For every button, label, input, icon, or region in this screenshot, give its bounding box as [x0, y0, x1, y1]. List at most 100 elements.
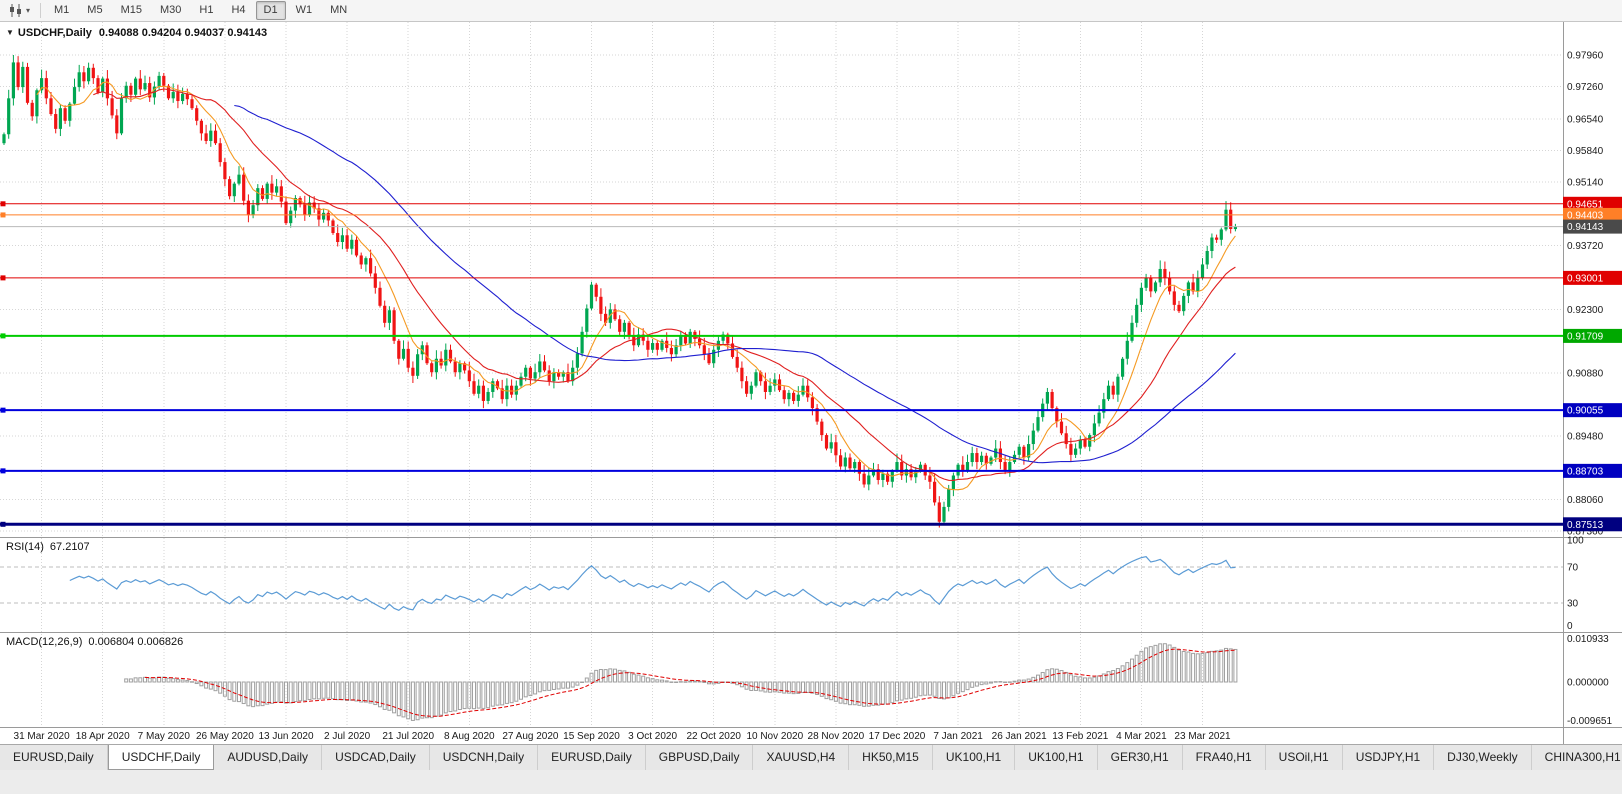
svg-text:0.90055: 0.90055 — [1567, 406, 1604, 417]
svg-text:3 Oct 2020: 3 Oct 2020 — [628, 731, 677, 742]
svg-text:0.94651: 0.94651 — [1567, 199, 1604, 210]
symbol-tab-usoil-h1[interactable]: USOil,H1 — [1265, 745, 1343, 770]
symbol-tab-fra40-h1[interactable]: FRA40,H1 — [1182, 745, 1266, 770]
svg-text:31 Mar 2020: 31 Mar 2020 — [14, 731, 71, 742]
svg-text:0: 0 — [1567, 621, 1573, 632]
symbol-tab-china300-h1[interactable]: CHINA300,H1 — [1531, 745, 1622, 770]
macd-name: MACD(12,26,9) — [6, 636, 83, 648]
macd-axis: 0.010933 0.000000 -0.009651 — [1567, 634, 1612, 727]
horizontal-lines — [0, 201, 1563, 527]
svg-text:26 May 2020: 26 May 2020 — [196, 731, 254, 742]
symbol-tab-ger30-h1[interactable]: GER30,H1 — [1097, 745, 1183, 770]
svg-text:-0.009651: -0.009651 — [1567, 716, 1612, 727]
svg-text:0.89480: 0.89480 — [1567, 431, 1604, 442]
toolbar-separator — [40, 3, 42, 18]
svg-text:27 Aug 2020: 27 Aug 2020 — [502, 731, 559, 742]
svg-text:7 Jan 2021: 7 Jan 2021 — [933, 731, 983, 742]
macd-signal-line — [144, 648, 1236, 717]
rsi-value: 67.2107 — [49, 541, 90, 553]
svg-text:30: 30 — [1567, 599, 1579, 610]
svg-text:0.90880: 0.90880 — [1567, 369, 1604, 380]
chart-type-button[interactable]: ▾ — [4, 3, 35, 18]
svg-text:0.91709: 0.91709 — [1567, 331, 1604, 342]
timeframe-button-M5[interactable]: M5 — [87, 4, 103, 16]
svg-text:18 Apr 2020: 18 Apr 2020 — [76, 731, 130, 742]
svg-text:0.000000: 0.000000 — [1567, 678, 1609, 689]
svg-text:0.94403: 0.94403 — [1567, 210, 1604, 221]
chart-background — [0, 22, 1622, 744]
svg-text:0.95840: 0.95840 — [1567, 146, 1604, 157]
svg-text:0.92300: 0.92300 — [1567, 305, 1604, 316]
svg-text:100: 100 — [1567, 536, 1584, 547]
bottom-strip — [0, 770, 1622, 794]
rsi-name: RSI(14) — [6, 541, 44, 553]
svg-text:0.95140: 0.95140 — [1567, 177, 1604, 188]
svg-text:28 Nov 2020: 28 Nov 2020 — [808, 731, 865, 742]
svg-text:8 Aug 2020: 8 Aug 2020 — [444, 731, 495, 742]
timeframe-button-MN[interactable]: MN — [330, 4, 348, 16]
price-axis: 0.97960 0.97260 0.96540 0.95840 0.95140 0.937… — [1567, 51, 1604, 538]
symbol-tab-audusd-daily[interactable]: AUDUSD,Daily — [214, 745, 323, 770]
symbol-tab-dj30-weekly[interactable]: DJ30,Weekly — [1434, 745, 1532, 770]
svg-text:10 Nov 2020: 10 Nov 2020 — [746, 731, 803, 742]
timeframe-button-M1[interactable]: M1 — [54, 4, 70, 16]
timeframe-button-H4[interactable]: H4 — [231, 4, 246, 16]
moving-average-50 — [234, 104, 1236, 464]
svg-text:4 Mar 2021: 4 Mar 2021 — [1116, 731, 1167, 742]
symbol-tab-eurusd-daily[interactable]: EURUSD,Daily — [0, 745, 108, 770]
symbol-tab-eurusd-daily[interactable]: EURUSD,Daily — [538, 745, 646, 770]
timeframe-buttons: M1 M5 M15 M30 H1 H4 D1 W1 MN — [46, 1, 355, 20]
macd-values: 0.006804 0.006826 — [88, 636, 184, 648]
svg-text:70: 70 — [1567, 563, 1579, 574]
chart-canvas[interactable]: 0.97960 0.97260 0.96540 0.95840 0.95140 0.937… — [0, 22, 1622, 744]
timeframe-button-H1[interactable]: H1 — [199, 4, 214, 16]
moving-average-8 — [36, 81, 1236, 491]
timeframe-button-W1[interactable]: W1 — [295, 4, 313, 16]
symbol-tab-gbpusd-daily[interactable]: GBPUSD,Daily — [645, 745, 754, 770]
svg-text:0.010933: 0.010933 — [1567, 634, 1609, 645]
top-toolbar: ▾ M1 M5 M15 M30 H1 H4 D1 W1 MN — [0, 0, 1622, 22]
rsi-axis: 100 70 30 0 — [1567, 536, 1584, 633]
symbol-tab-usdcnh-daily[interactable]: USDCNH,Daily — [429, 745, 539, 770]
svg-text:21 Jul 2020: 21 Jul 2020 — [382, 731, 434, 742]
pane-dividers — [0, 22, 1622, 744]
timeframe-button-D1[interactable]: D1 — [255, 1, 286, 20]
svg-text:17 Dec 2020: 17 Dec 2020 — [869, 731, 926, 742]
macd-indicator-label: MACD(12,26,9) 0.006804 0.006826 — [6, 636, 183, 648]
symbol-tab-usdchf-daily[interactable]: USDCHF,Daily — [107, 745, 215, 770]
svg-text:0.93001: 0.93001 — [1567, 273, 1604, 284]
svg-text:0.97260: 0.97260 — [1567, 82, 1604, 93]
moving-average-20 — [93, 88, 1236, 481]
symbol-tab-uk100-h1[interactable]: UK100,H1 — [1015, 745, 1098, 770]
chart-title-marker-icon: ▼ — [6, 28, 14, 37]
symbol-tab-hk50-m15[interactable]: HK50,M15 — [849, 745, 933, 770]
svg-text:0.94143: 0.94143 — [1567, 222, 1604, 233]
symbol-tabbar: EURUSD,Daily USDCHF,Daily AUDUSD,Daily USDC… — [0, 744, 1622, 770]
timeframe-button-M30[interactable]: M30 — [159, 4, 182, 16]
symbol-tab-uk100-h1[interactable]: UK100,H1 — [932, 745, 1016, 770]
candles — [2, 55, 1237, 528]
svg-text:0.96540: 0.96540 — [1567, 114, 1604, 125]
svg-text:15 Sep 2020: 15 Sep 2020 — [563, 731, 620, 742]
candlestick-chart-icon — [10, 4, 21, 17]
svg-text:23 Mar 2021: 23 Mar 2021 — [1174, 731, 1231, 742]
rsi-line — [69, 556, 1236, 611]
svg-text:26 Jan 2021: 26 Jan 2021 — [992, 731, 1047, 742]
rsi-indicator-label: RSI(14) 67.2107 — [6, 541, 90, 553]
svg-text:7 May 2020: 7 May 2020 — [138, 731, 191, 742]
svg-text:13 Feb 2021: 13 Feb 2021 — [1052, 731, 1109, 742]
symbol-tab-xauusd-h4[interactable]: XAUUSD,H4 — [753, 745, 850, 770]
dropdown-caret-icon: ▾ — [26, 5, 31, 15]
svg-text:0.88060: 0.88060 — [1567, 495, 1604, 506]
date-axis: 31 Mar 2020 18 Apr 2020 7 May 2020 26 May 2… — [14, 731, 1231, 742]
svg-text:13 Jun 2020: 13 Jun 2020 — [258, 731, 313, 742]
svg-text:0.93720: 0.93720 — [1567, 241, 1604, 252]
svg-text:22 Oct 2020: 22 Oct 2020 — [686, 731, 741, 742]
svg-text:0.87360: 0.87360 — [1567, 527, 1604, 538]
symbol-tab-usdjpy-h1[interactable]: USDJPY,H1 — [1342, 745, 1435, 770]
chart-window: 0.97960 0.97260 0.96540 0.95840 0.95140 0.937… — [0, 22, 1622, 744]
symbol-tab-usdcad-daily[interactable]: USDCAD,Daily — [322, 745, 430, 770]
timeframe-button-M15[interactable]: M15 — [120, 4, 142, 16]
svg-text:0.88703: 0.88703 — [1567, 466, 1604, 477]
